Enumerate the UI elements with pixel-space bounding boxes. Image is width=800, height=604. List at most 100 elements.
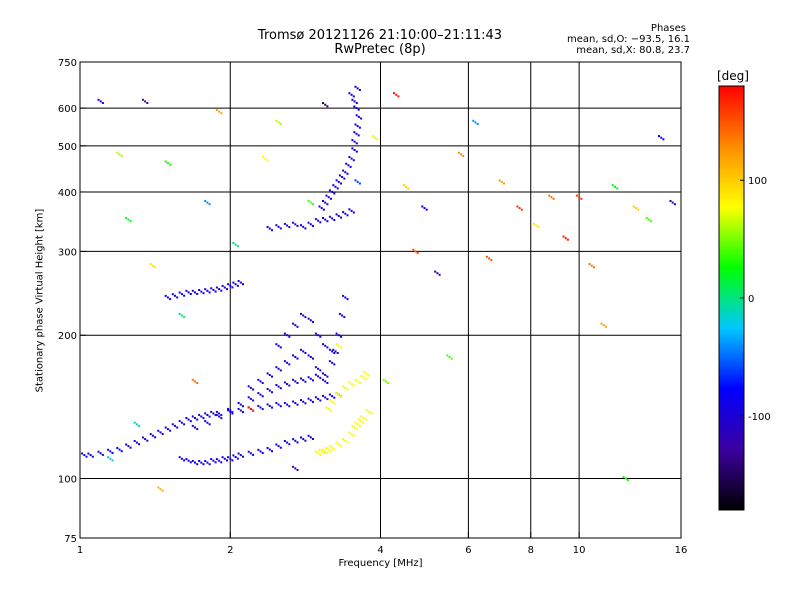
data-point xyxy=(346,388,349,391)
data-point xyxy=(412,248,415,251)
data-point xyxy=(220,112,223,115)
data-point xyxy=(215,413,218,416)
data-point xyxy=(352,211,355,214)
data-point xyxy=(208,291,211,294)
data-point xyxy=(214,461,217,464)
data-point xyxy=(353,426,356,429)
data-point xyxy=(645,217,648,219)
data-point xyxy=(183,459,186,462)
data-point xyxy=(288,363,291,366)
data-point xyxy=(206,421,209,424)
data-point xyxy=(183,316,186,319)
data-point xyxy=(341,314,344,317)
data-point xyxy=(266,372,269,375)
data-point xyxy=(537,226,540,229)
data-point xyxy=(232,242,235,244)
data-point xyxy=(204,288,207,291)
data-point xyxy=(358,424,361,427)
data-point xyxy=(327,448,330,451)
data-point xyxy=(314,366,317,369)
data-point xyxy=(99,100,102,103)
data-point xyxy=(353,140,356,143)
data-point xyxy=(326,203,329,206)
data-point xyxy=(198,289,201,291)
data-point xyxy=(266,159,269,162)
data-point xyxy=(326,220,329,223)
data-point xyxy=(312,320,314,323)
data-point xyxy=(206,414,209,416)
data-point xyxy=(261,382,264,384)
data-point xyxy=(457,151,460,154)
data-point xyxy=(336,187,339,190)
data-point xyxy=(304,402,307,405)
data-point xyxy=(498,179,501,182)
data-point xyxy=(229,284,232,287)
data-point xyxy=(317,334,320,337)
data-point xyxy=(154,436,157,439)
data-point xyxy=(324,344,327,347)
data-point xyxy=(294,356,297,358)
data-point xyxy=(312,438,314,440)
colorbar-ticks: 100 0 -100 xyxy=(740,176,771,423)
data-point xyxy=(397,95,400,98)
data-point xyxy=(532,222,535,225)
data-point xyxy=(337,215,340,217)
data-point xyxy=(329,197,332,200)
data-point xyxy=(277,367,280,370)
data-point xyxy=(328,189,331,192)
data-point xyxy=(234,243,237,246)
data-point xyxy=(227,283,230,286)
data-point xyxy=(322,102,324,105)
data-point xyxy=(252,453,255,456)
data-point xyxy=(562,235,565,238)
data-point xyxy=(353,131,356,134)
data-point xyxy=(191,415,194,418)
data-point xyxy=(331,190,334,193)
data-point xyxy=(266,226,269,228)
data-point xyxy=(352,95,355,98)
data-point xyxy=(204,460,207,462)
data-point xyxy=(202,417,205,420)
data-point xyxy=(338,312,341,315)
data-point xyxy=(319,399,322,402)
data-point xyxy=(356,87,359,90)
data-point xyxy=(208,415,211,418)
data-point xyxy=(261,395,264,398)
data-point xyxy=(214,290,217,293)
data-point xyxy=(232,454,235,457)
data-point xyxy=(342,169,345,172)
data-point xyxy=(286,403,289,406)
data-point xyxy=(356,180,359,183)
data-point xyxy=(223,457,226,460)
data-point xyxy=(176,426,179,429)
data-point xyxy=(242,283,244,286)
data-point xyxy=(320,450,323,453)
data-point xyxy=(97,450,100,453)
data-point xyxy=(359,420,362,423)
data-point xyxy=(275,343,278,346)
data-point xyxy=(362,417,365,419)
data-point xyxy=(602,324,605,327)
data-point xyxy=(129,220,132,223)
data-point xyxy=(322,372,324,375)
data-point xyxy=(191,378,194,381)
data-point xyxy=(355,114,358,117)
data-point xyxy=(141,436,144,439)
data-point xyxy=(231,459,234,462)
data-point xyxy=(220,417,223,420)
data-point xyxy=(154,266,157,269)
data-point xyxy=(257,448,260,451)
data-point xyxy=(307,221,310,224)
data-point xyxy=(322,452,325,454)
data-point xyxy=(196,463,199,466)
data-point xyxy=(202,463,205,466)
data-point xyxy=(351,424,354,427)
data-point xyxy=(578,196,581,199)
data-point xyxy=(462,154,465,157)
x-tick-label: 1 xyxy=(77,545,83,556)
data-point xyxy=(292,438,295,441)
data-point xyxy=(252,409,255,412)
data-point xyxy=(292,400,295,403)
data-point xyxy=(149,433,152,436)
data-point xyxy=(434,270,437,273)
